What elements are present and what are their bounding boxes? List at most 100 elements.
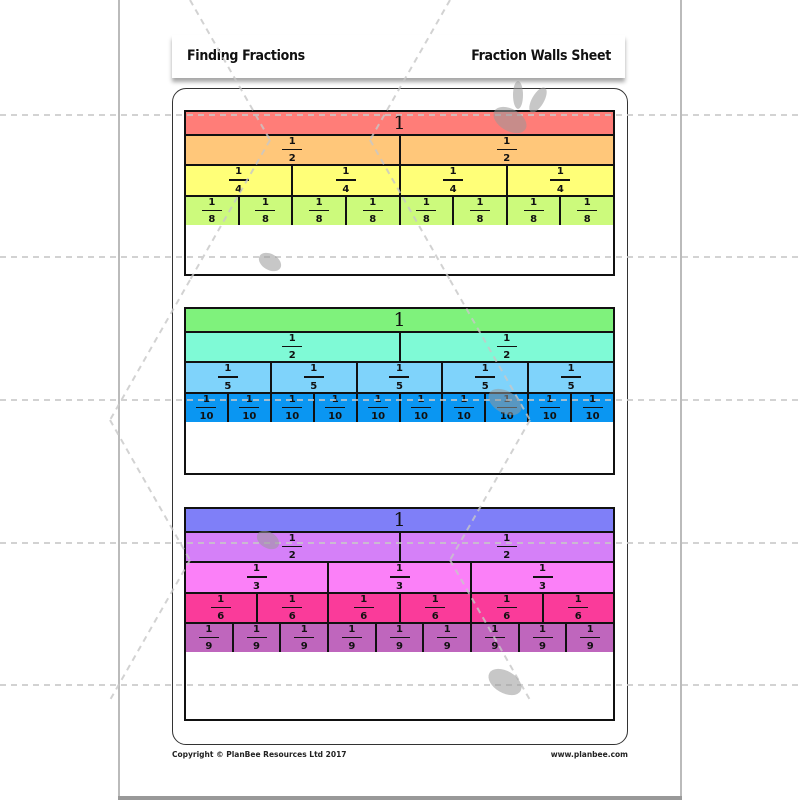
denominator: 10 [242, 410, 257, 422]
denominator: 8 [476, 213, 484, 225]
fraction-bar [239, 406, 260, 408]
fraction-wall-tenths: 1 1 2 1 2 1 5 1 5 1 5 1 5 1 5 1 10 1 10 1 10 1 10 1 10 1 10 1 10 1 10 1… [184, 307, 615, 475]
denominator: 5 [481, 380, 489, 392]
numerator: 1 [315, 196, 323, 208]
numerator: 1 [369, 196, 377, 208]
fraction-bar [282, 406, 303, 408]
denominator: 4 [449, 183, 457, 195]
denominator: 8 [583, 213, 591, 225]
fraction-bar [282, 546, 303, 548]
denominator: 2 [288, 153, 296, 165]
denominator: 2 [503, 550, 511, 562]
denominator: 5 [396, 380, 403, 392]
numerator: 1 [288, 333, 296, 344]
fraction-bar [303, 376, 324, 378]
numerator: 1 [374, 393, 382, 405]
fraction-bar [523, 209, 544, 211]
numerator: 1 [205, 623, 213, 635]
fraction-bar [246, 576, 267, 578]
fraction-bar [484, 636, 505, 639]
fraction-bar [469, 209, 490, 211]
fraction-bar [210, 606, 231, 608]
fraction-bar [496, 406, 517, 408]
numerator: 1 [539, 623, 547, 635]
numerator: 1 [586, 623, 594, 635]
denominator: 10 [371, 410, 386, 422]
whole-row: 1 [186, 509, 613, 531]
fraction-bar [282, 346, 303, 348]
denominator: 6 [360, 610, 368, 622]
denominator: 5 [310, 380, 318, 392]
fraction-bar [410, 406, 431, 408]
fraction-bar [389, 376, 410, 378]
denominator: 5 [567, 380, 575, 392]
worksheet-title: Finding Fractions [187, 48, 305, 64]
denominator: 9 [348, 641, 356, 653]
fraction-bar [453, 406, 474, 408]
denominator: 10 [585, 410, 600, 422]
fraction-cell: 1 10 [355, 393, 399, 422]
numerator: 1 [530, 196, 538, 208]
numerator: 1 [449, 166, 457, 178]
fraction-bar [443, 179, 464, 181]
numerator: 1 [422, 196, 430, 208]
fraction-bar [580, 636, 601, 639]
denominator: 9 [443, 641, 451, 653]
fraction-bar [568, 606, 589, 608]
fraction-bar [582, 406, 603, 408]
numerator: 1 [300, 623, 308, 635]
denominator: 8 [315, 213, 323, 225]
numerator: 1 [253, 623, 260, 635]
denominator: 9 [491, 641, 499, 653]
fraction-cell: 1 10 [186, 394, 227, 422]
fraction-bar [362, 209, 383, 211]
denominator: 8 [422, 213, 430, 225]
numerator: 1 [481, 363, 489, 375]
denominator: 8 [369, 213, 377, 225]
numerator: 1 [360, 593, 368, 605]
whole-cell: 1 [393, 112, 406, 134]
fraction-bar [416, 209, 437, 211]
numerator: 1 [503, 136, 511, 147]
fraction-bar [496, 149, 517, 151]
numerator: 1 [245, 393, 253, 405]
denominator: 2 [288, 350, 296, 362]
worksheet-header: Finding Fractions Fraction Walls Sheet [172, 35, 625, 78]
fraction-bar [539, 406, 560, 408]
numerator: 1 [589, 393, 597, 405]
fraction-bar [335, 179, 356, 181]
denominator: 9 [253, 641, 260, 653]
fraction-cell: 1 10 [484, 393, 527, 422]
denominator: 9 [586, 641, 594, 653]
fraction-bar [325, 406, 346, 408]
fraction-bar [282, 149, 303, 151]
numerator: 1 [202, 393, 210, 405]
fraction-bar [341, 636, 362, 639]
numerator: 1 [235, 166, 243, 178]
numerator: 1 [503, 593, 511, 605]
denominator: 10 [542, 410, 557, 422]
denominator: 4 [556, 183, 564, 195]
fraction-cell: 1 10 [441, 393, 484, 422]
fraction-cell: 1 10 [570, 393, 613, 422]
denominator: 10 [456, 410, 471, 422]
